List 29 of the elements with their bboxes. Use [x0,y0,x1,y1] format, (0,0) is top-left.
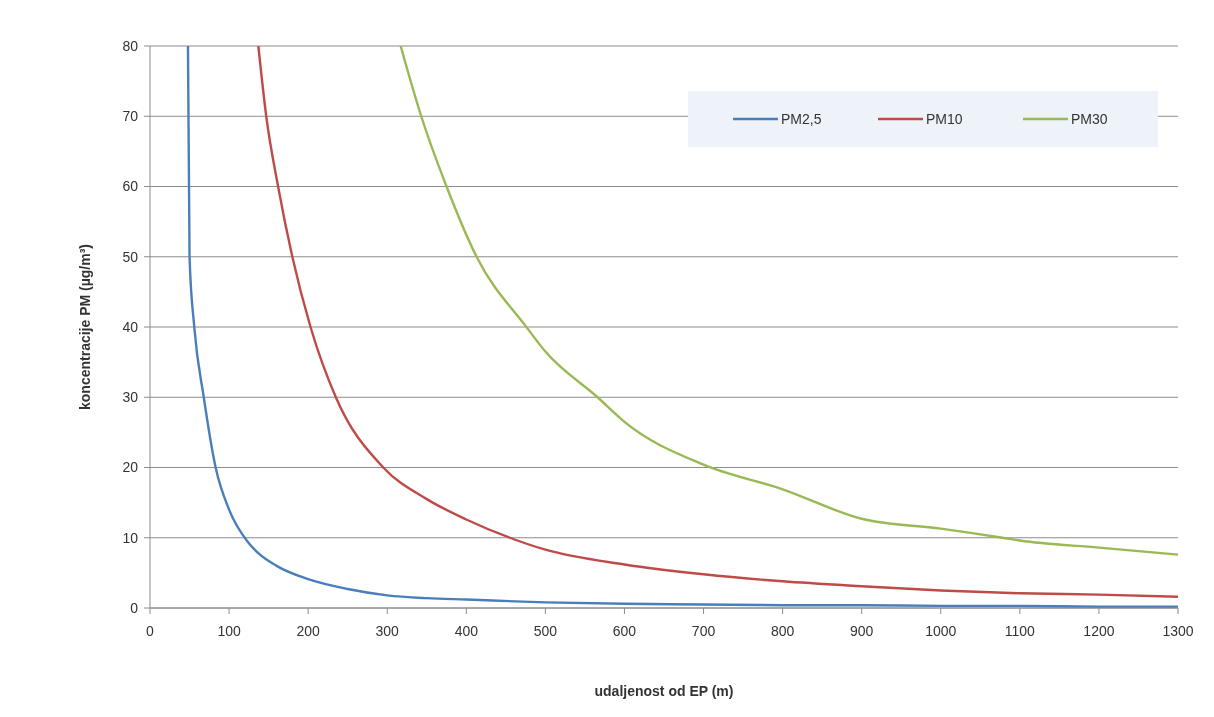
x-tick-label: 300 [375,623,400,639]
x-tick-label: 1300 [1162,623,1194,639]
line-series [399,44,1180,556]
x-tick-label: 100 [217,623,241,639]
y-tick-label: 0 [130,599,139,616]
x-tick-label: 400 [454,623,479,639]
x-tick-label: 0 [146,623,155,639]
x-axis-title: udaljenost od EP (m) [594,683,734,699]
x-tick-label: 200 [296,623,321,639]
y-tick-label: 50 [122,248,139,265]
y-tick-label: 70 [122,108,139,125]
y-tick-label: 10 [122,529,139,546]
y-tick-label: 40 [122,318,139,335]
y-tick-label: 60 [122,178,139,195]
x-tick-label: 900 [850,623,874,639]
y-axis-title: koncentracije PM (µg/m³) [77,244,93,410]
x-tick-label: 1000 [925,623,957,639]
x-tick-label: 1200 [1083,623,1115,639]
x-tick-label: 500 [533,623,558,639]
y-tick-label: 30 [122,389,139,406]
x-tick-label: 800 [770,623,795,639]
x-tick-label: 600 [612,623,637,639]
legend-label: PM2,5 [781,110,822,127]
legend-label: PM10 [926,110,963,127]
y-tick-label: 80 [122,37,139,54]
x-tick-label: 1100 [1004,623,1036,639]
y-tick-label: 20 [122,459,139,476]
x-tick-label: 700 [691,623,716,639]
legend-label: PM30 [1071,110,1108,127]
